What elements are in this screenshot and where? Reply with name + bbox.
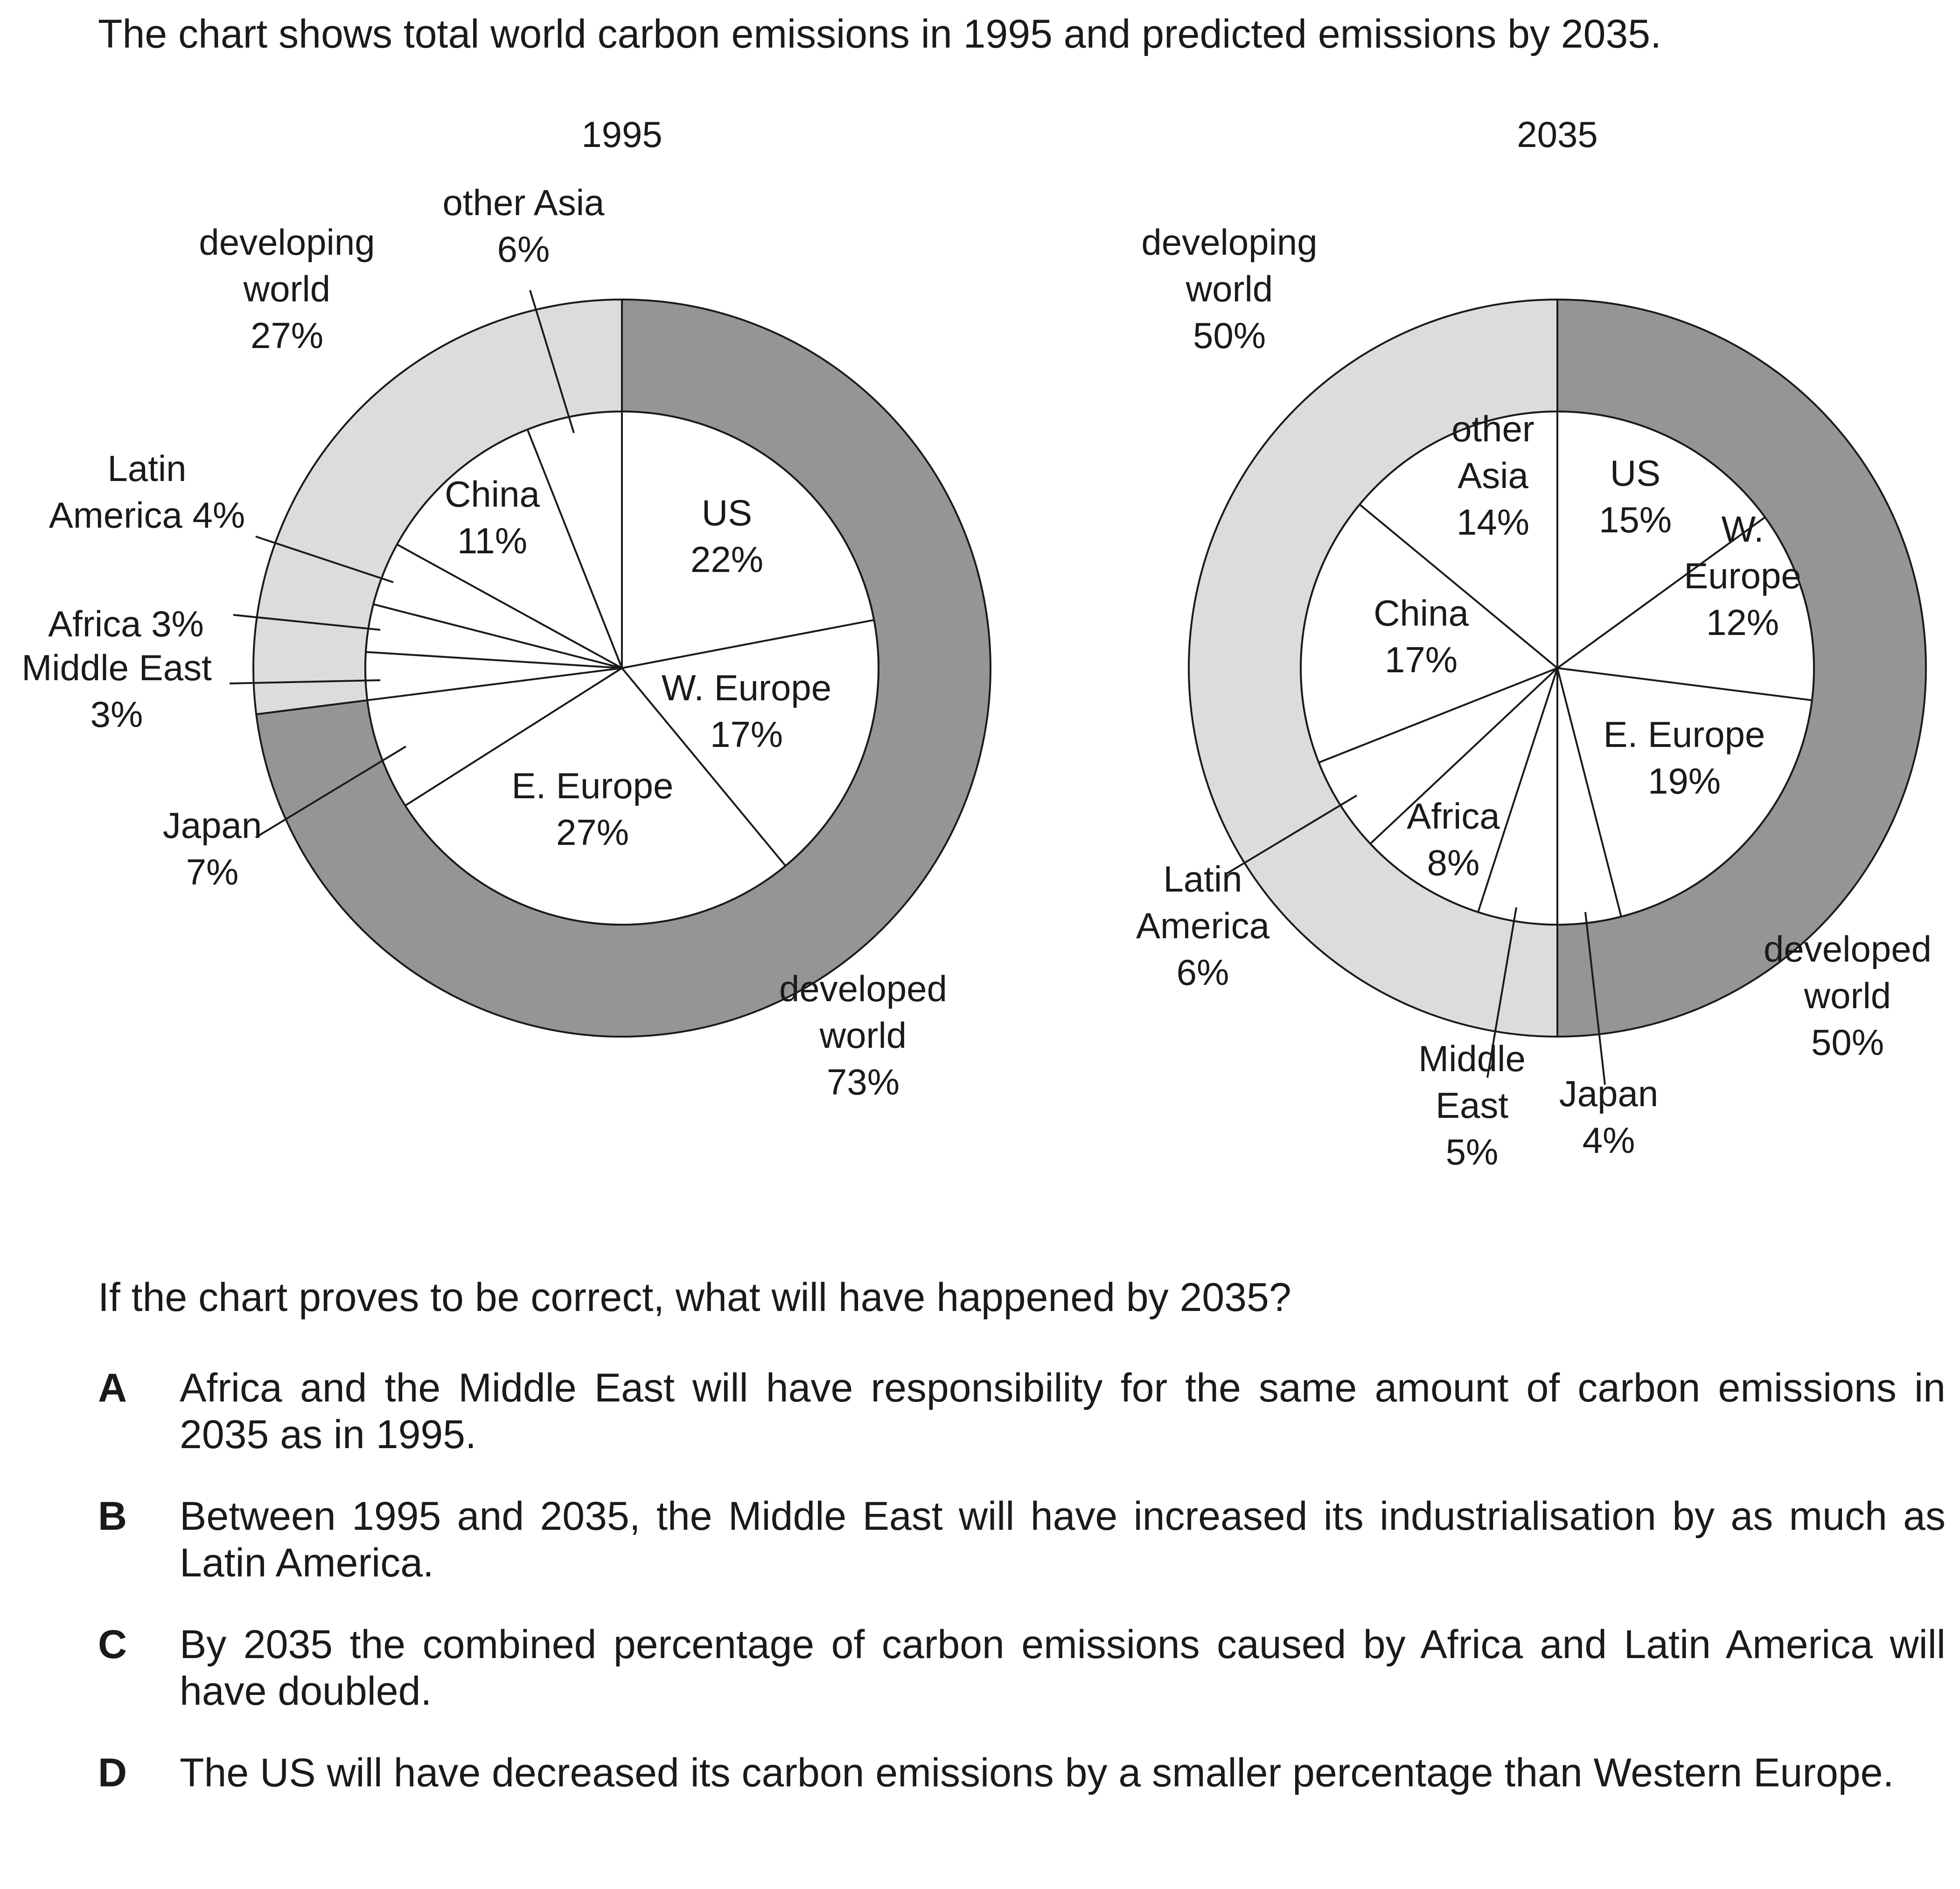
- option-a-letter: A: [98, 1366, 127, 1410]
- slice-label-middle-east-2035-line-1: Middle: [1418, 1038, 1526, 1079]
- option-b[interactable]: B Between 1995 and 2035, the Middle East…: [98, 1493, 1946, 1586]
- leader-line-other-asia-1995: [529, 290, 575, 433]
- slice-label-china-2035-line-2: 17%: [1385, 639, 1458, 680]
- chart-title-2035: 2035: [1517, 114, 1598, 155]
- slice-label-china-2035-line-1: China: [1374, 592, 1469, 634]
- slice-label-japan-2035-line-1: Japan: [1559, 1073, 1659, 1114]
- option-d-letter: D: [98, 1750, 127, 1795]
- slice-label-africa-2035-line-2: 8%: [1427, 842, 1480, 883]
- slice-label-other-asia-2035-line-1: other: [1451, 408, 1535, 449]
- slice-label-middle-east-1995-line-1: Middle East: [21, 647, 212, 688]
- slice-china-1995: [397, 544, 622, 669]
- slice-label-w-europe-2035-line-1: W.: [1722, 509, 1764, 550]
- slice-label-other-asia-2035-line-3: 14%: [1457, 502, 1529, 543]
- slice-middle-east-1995: [367, 667, 622, 701]
- slice-label-other-asia-2035-line-2: Asia: [1458, 455, 1528, 496]
- option-c-letter: C: [98, 1622, 127, 1667]
- slice-label-japan-2035-line-2: 4%: [1583, 1120, 1635, 1161]
- slice-e-europe-1995: [621, 667, 787, 867]
- ring-label-developed-world-1995-line-2: world: [819, 1015, 907, 1056]
- slice-label-e-europe-2035-line-1: E. Europe: [1604, 714, 1765, 755]
- slice-label-latin-america-2035-line-2: America: [1136, 905, 1270, 946]
- slice-label-china-1995-line-1: China: [445, 474, 540, 515]
- option-b-letter: B: [98, 1494, 127, 1539]
- slice-label-japan-1995-line-2: 7%: [186, 851, 239, 892]
- ring-label-developing-world-2035-line-2: world: [1186, 268, 1273, 309]
- leader-line-middle-east-2035: [1486, 907, 1517, 1078]
- option-c[interactable]: C By 2035 the combined percentage of car…: [98, 1621, 1946, 1715]
- slice-other-asia-2035: [1359, 503, 1558, 669]
- slice-label-w-europe-1995-line-1: W. Europe: [662, 667, 831, 708]
- slice-label-china-1995-line-2: 11%: [457, 520, 527, 561]
- ring-label-developed-world-2035-line-3: 50%: [1811, 1022, 1884, 1063]
- ring-label-developed-world-2035-line-2: world: [1804, 975, 1891, 1016]
- slice-latin-america-2035: [1369, 667, 1558, 844]
- slice-e-europe-2035: [1557, 667, 1812, 701]
- chart-title-1995: 1995: [581, 114, 663, 155]
- option-d[interactable]: D The US will have decreased its carbon …: [98, 1750, 1946, 1796]
- ring-label-developing-world-1995-line-1: developing: [199, 222, 375, 263]
- slice-label-latin-america-2035-line-3: 6%: [1177, 952, 1229, 993]
- slice-w-europe-1995: [621, 619, 874, 669]
- ring-label-developing-world-1995-line-2: world: [243, 268, 330, 309]
- slice-africa-1995: [365, 651, 622, 669]
- leader-line-middle-east-1995: [229, 679, 381, 684]
- slice-label-e-europe-2035-line-2: 19%: [1648, 760, 1721, 802]
- leader-line-africa-1995: [233, 614, 381, 631]
- slice-label-latin-america-2035-line-1: Latin: [1163, 858, 1242, 899]
- option-c-text: By 2035 the combined percentage of carbo…: [180, 1622, 1946, 1714]
- option-a-text: Africa and the Middle East will have res…: [180, 1366, 1946, 1457]
- option-d-text: The US will have decreased its carbon em…: [180, 1750, 1894, 1795]
- slice-label-africa-2035-line-1: Africa: [1407, 795, 1500, 836]
- slice-label-middle-east-2035-line-3: 5%: [1446, 1131, 1499, 1172]
- leader-line-japan-2035: [1584, 912, 1606, 1085]
- slice-label-other-asia-1995-line-1: other Asia: [443, 182, 605, 223]
- slice-label-other-asia-1995-line-2: 6%: [497, 229, 550, 270]
- ring-label-developed-world-2035-line-1: developed: [1764, 928, 1932, 969]
- slice-label-us-2035-line-2: 15%: [1599, 499, 1672, 540]
- ring-label-developed-world-1995-line-1: developed: [779, 968, 947, 1009]
- question-text: If the chart proves to be correct, what …: [98, 1275, 1291, 1320]
- slice-label-japan-1995-line-1: Japan: [163, 805, 262, 846]
- slice-label-e-europe-1995-line-1: E. Europe: [512, 765, 674, 806]
- ring-label-developed-world-1995-line-3: 73%: [827, 1061, 900, 1102]
- slice-label-latin-america-1995-line-2: America 4%: [49, 495, 245, 536]
- donut-chart-2035: 2035: [1188, 114, 1927, 1085]
- slice-label-us-1995-line-1: US: [702, 492, 752, 533]
- slice-label-middle-east-1995-line-2: 3%: [91, 694, 143, 735]
- slice-other-asia-1995: [526, 429, 623, 669]
- slice-label-us-1995-line-2: 22%: [691, 539, 763, 580]
- answer-options: A Africa and the Middle East will have r…: [98, 1365, 1946, 1831]
- slice-label-e-europe-1995-line-2: 27%: [556, 812, 629, 853]
- slice-label-middle-east-2035-line-2: East: [1436, 1085, 1508, 1126]
- slice-label-w-europe-2035-line-2: Europe: [1684, 555, 1801, 596]
- slice-africa-2035: [1477, 668, 1558, 913]
- slice-label-latin-america-1995-line-1: Latin: [107, 448, 186, 489]
- slice-china-2035: [1318, 667, 1558, 764]
- leader-line-latin-america-1995: [255, 536, 394, 583]
- donut-chart-1995: 1995: [229, 114, 991, 1038]
- slice-w-europe-2035: [1556, 516, 1766, 669]
- slice-japan-1995: [405, 667, 623, 807]
- option-b-text: Between 1995 and 2035, the Middle East w…: [180, 1494, 1946, 1585]
- option-a[interactable]: A Africa and the Middle East will have r…: [98, 1365, 1946, 1458]
- ring-label-developing-world-2035-line-1: developing: [1141, 222, 1317, 263]
- leader-line-japan-1995: [255, 746, 407, 838]
- ring-label-developing-world-2035-line-3: 50%: [1193, 315, 1266, 356]
- slice-japan-2035: [1556, 668, 1622, 917]
- slice-label-us-2035-line-1: US: [1610, 453, 1660, 494]
- slice-label-w-europe-2035-line-3: 12%: [1706, 602, 1779, 643]
- slice-label-africa-1995-line-1: Africa 3%: [48, 603, 204, 644]
- chart-intro-text: The chart shows total world carbon emiss…: [98, 12, 1662, 56]
- leader-line-latin-america-2035: [1226, 795, 1358, 874]
- slice-latin-america-1995: [373, 603, 622, 669]
- ring-label-developing-world-1995-line-3: 27%: [251, 315, 323, 356]
- slice-label-w-europe-1995-line-2: 17%: [710, 714, 783, 755]
- emissions-donut-charts: 1995 developed world 73% developing world 27% U…: [21, 114, 1932, 1172]
